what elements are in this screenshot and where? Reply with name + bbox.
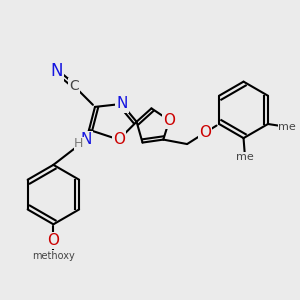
Text: O: O <box>163 113 175 128</box>
Text: O: O <box>199 125 211 140</box>
Text: N: N <box>50 62 63 80</box>
Text: N: N <box>80 132 92 147</box>
Text: O: O <box>113 132 125 147</box>
Text: H: H <box>74 137 84 150</box>
Text: N: N <box>116 96 128 111</box>
Text: me: me <box>278 122 296 132</box>
Text: C: C <box>69 79 79 93</box>
Text: methoxy: methoxy <box>32 250 75 260</box>
Text: O: O <box>47 233 59 248</box>
Text: me: me <box>236 152 254 162</box>
